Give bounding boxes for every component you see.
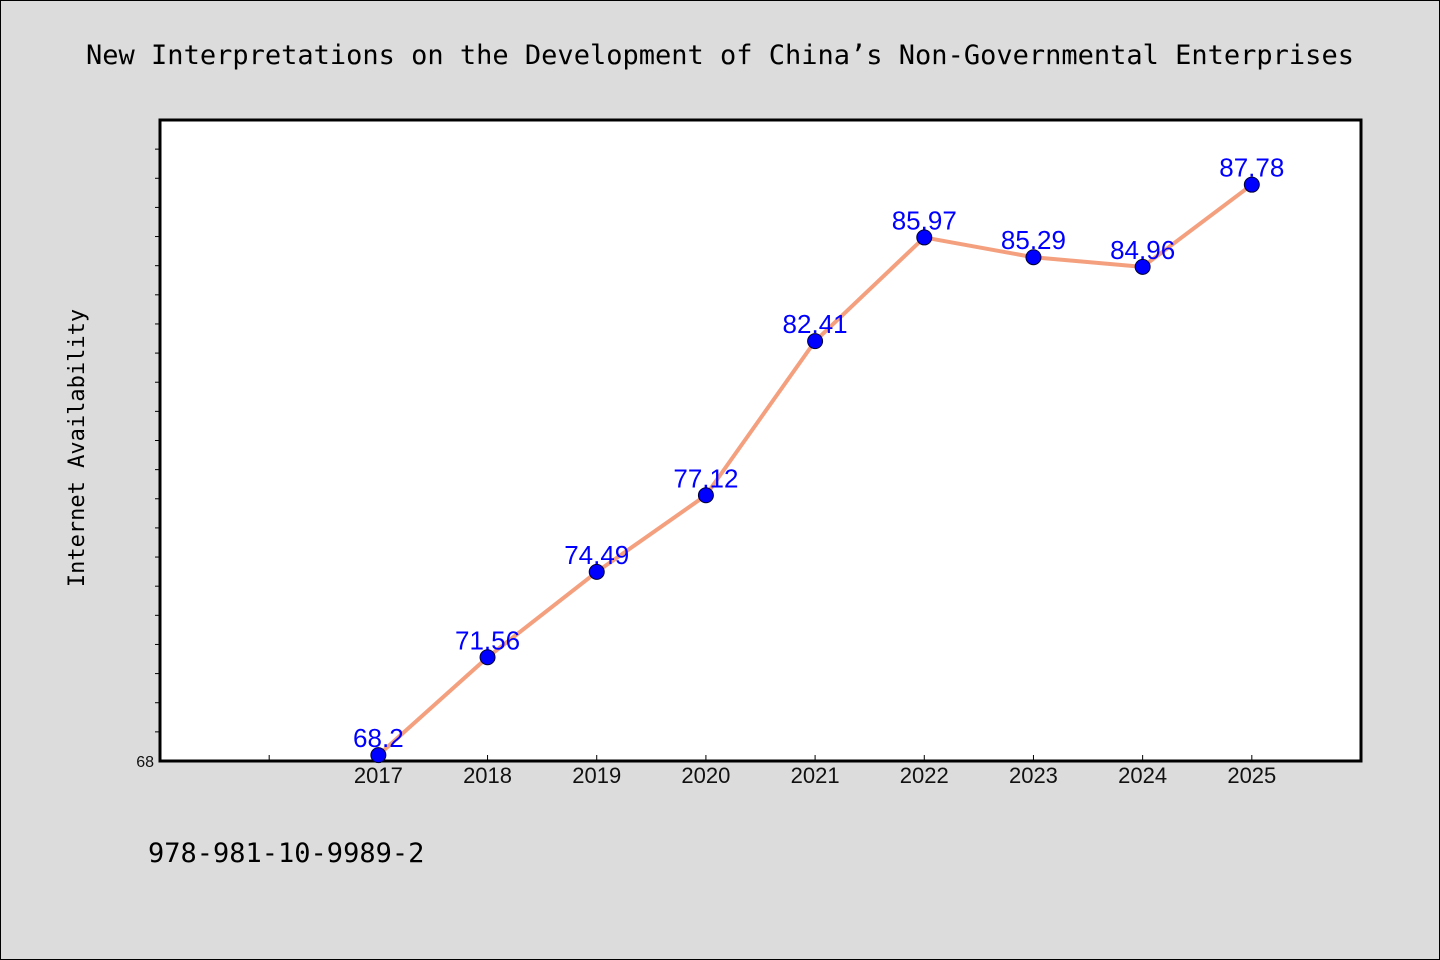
data-label: 77.12 <box>673 463 738 493</box>
data-point <box>916 229 933 246</box>
data-point <box>370 747 387 764</box>
data-label: 84.96 <box>1110 235 1175 265</box>
x-axis: 2017 2018 2019 2020 2021 2022 2023 2024 2025 <box>268 755 1276 788</box>
data-point <box>588 563 605 580</box>
x-tick-label: 2023 <box>1009 763 1058 788</box>
x-tick-label: 2020 <box>681 763 730 788</box>
data-label: 68.2 <box>353 723 404 753</box>
data-point <box>1134 258 1151 275</box>
series-group: 68.2 71.56 74.49 77.12 82.41 85.97 85.29 84.96 8… <box>353 153 1284 764</box>
chart-title: New Interpretations on the Development o… <box>86 40 1354 71</box>
data-point <box>1025 249 1042 266</box>
plot-area <box>158 118 1363 763</box>
data-label: 71.56 <box>455 625 520 655</box>
data-label: 82.41 <box>783 309 848 339</box>
data-point <box>697 487 714 504</box>
x-tick-label: 2025 <box>1227 763 1276 788</box>
y-axis-title: Internet Availability <box>65 309 90 587</box>
data-label: 87.78 <box>1219 153 1284 183</box>
y-axis: 68 <box>136 148 160 771</box>
data-label: 74.49 <box>564 540 629 570</box>
data-label: 85.29 <box>1001 225 1066 255</box>
y-tick-label: 68 <box>136 754 154 771</box>
x-tick-label: 2018 <box>463 763 512 788</box>
data-point <box>479 649 496 666</box>
data-label: 85.97 <box>892 205 957 235</box>
isbn-label: 978-981-10-9989-2 <box>148 838 424 869</box>
x-tick-label: 2017 <box>354 763 403 788</box>
x-tick-label: 2021 <box>791 763 840 788</box>
data-point <box>807 333 824 350</box>
data-point <box>1243 176 1260 193</box>
x-tick-label: 2022 <box>900 763 949 788</box>
x-tick-label: 2024 <box>1118 763 1167 788</box>
x-tick-label: 2019 <box>572 763 621 788</box>
